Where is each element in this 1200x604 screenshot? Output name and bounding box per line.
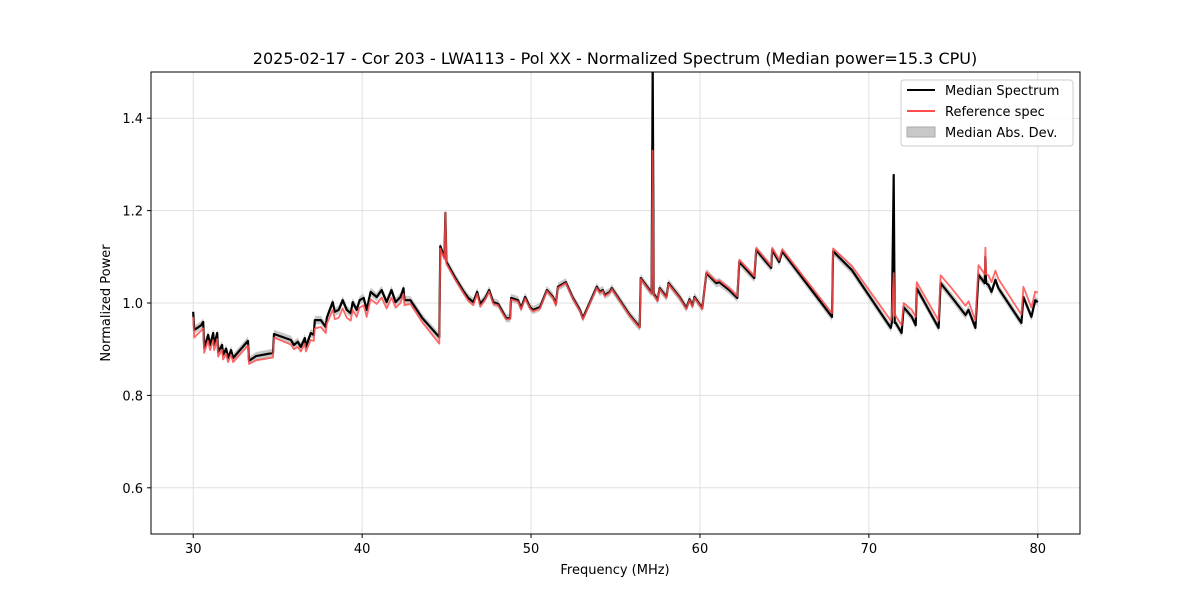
y-tick-label: 1.2	[122, 205, 143, 220]
legend-box	[900, 79, 1074, 147]
x-tick-label: 60	[692, 542, 709, 557]
y-tick-label: 0.8	[122, 389, 143, 404]
reference-spectrum-line	[192, 149, 1039, 365]
y-axis-ticks: 0.6 0.8 1.0 1.2 1.4	[122, 112, 151, 497]
y-tick-label: 1.0	[122, 297, 143, 312]
chart-title: 2025-02-17 - Cor 203 - LWA113 - Pol XX -…	[253, 49, 977, 68]
x-tick-label: 80	[1029, 542, 1046, 557]
legend-mad-label: Median Abs. Dev.	[945, 126, 1057, 141]
y-tick-label: 0.6	[122, 482, 143, 497]
legend-median-label: Median Spectrum	[945, 84, 1059, 99]
x-axis-label: Frequency (MHz)	[560, 563, 669, 578]
x-tick-label: 50	[523, 542, 540, 557]
y-axis-label: Normalized Power	[99, 244, 114, 362]
y-tick-label: 1.4	[122, 112, 143, 127]
x-tick-label: 40	[354, 542, 371, 557]
x-axis-ticks: 30 40 50 60 70 80	[185, 534, 1046, 557]
legend: Median Spectrum Reference spec Median Ab…	[900, 79, 1074, 147]
legend-reference-label: Reference spec	[945, 105, 1045, 120]
x-tick-label: 30	[185, 542, 202, 557]
x-tick-label: 70	[861, 542, 878, 557]
legend-mad-swatch	[906, 126, 936, 138]
